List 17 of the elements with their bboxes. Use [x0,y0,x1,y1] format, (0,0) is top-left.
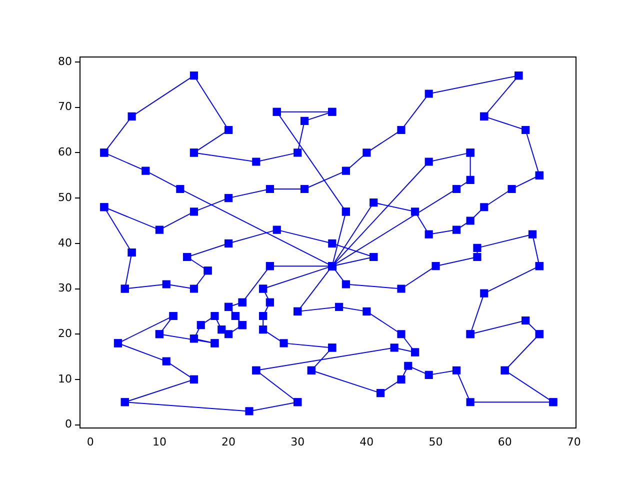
y-tick-label: 10 [58,372,72,386]
y-tick-label: 50 [58,190,72,204]
x-tick-label: 50 [428,435,443,448]
y-tick-label: 70 [58,100,72,114]
x-tick-label: 0 [86,435,94,448]
y-tick-label: 30 [58,282,72,295]
y-tick-label: 0 [65,418,72,431]
x-tick-label: 40 [360,435,374,448]
y-tick-label: 80 [58,54,72,68]
y-tick-label: 20 [58,326,72,340]
x-tick-label: 10 [152,435,166,448]
y-tick-label: 60 [58,146,72,159]
x-tick-label: 20 [222,435,236,448]
x-tick-label: 70 [566,435,581,448]
y-tick-label: 40 [58,236,72,250]
x-tick-label: 60 [498,435,512,448]
x-tick-label: 30 [290,435,305,448]
